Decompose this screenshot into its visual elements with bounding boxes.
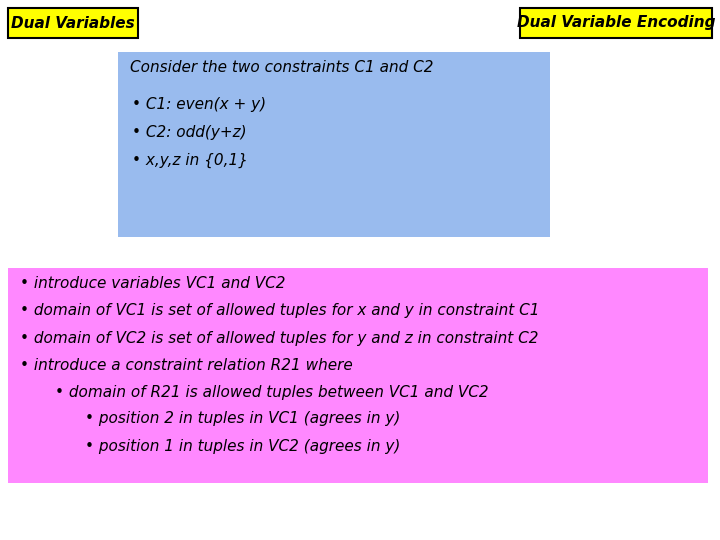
Text: • C2: odd(y+z): • C2: odd(y+z) (132, 125, 247, 139)
Text: Consider the two constraints C1 and C2: Consider the two constraints C1 and C2 (130, 60, 433, 76)
Text: • x,y,z in {0,1}: • x,y,z in {0,1} (132, 152, 248, 167)
Text: Dual Variable Encoding: Dual Variable Encoding (517, 16, 715, 30)
Text: • domain of VC1 is set of allowed tuples for x and y in constraint C1: • domain of VC1 is set of allowed tuples… (20, 303, 539, 319)
Text: • position 2 in tuples in VC1 (agrees in y): • position 2 in tuples in VC1 (agrees in… (85, 411, 400, 427)
Bar (8, 8, 138, 38)
Text: • domain of VC2 is set of allowed tuples for y and z in constraint C2: • domain of VC2 is set of allowed tuples… (20, 330, 539, 346)
Text: • position 1 in tuples in VC2 (agrees in y): • position 1 in tuples in VC2 (agrees in… (85, 438, 400, 454)
Bar (118, 52, 550, 237)
Text: • introduce variables VC1 and VC2: • introduce variables VC1 and VC2 (20, 276, 286, 292)
Text: • C1: even(x + y): • C1: even(x + y) (132, 97, 266, 111)
Text: Dual Variables: Dual Variables (11, 16, 135, 30)
Bar (8, 268, 708, 483)
Text: • introduce a constraint relation R21 where: • introduce a constraint relation R21 wh… (20, 357, 353, 373)
Bar (520, 8, 712, 38)
Text: • domain of R21 is allowed tuples between VC1 and VC2: • domain of R21 is allowed tuples betwee… (55, 384, 489, 400)
